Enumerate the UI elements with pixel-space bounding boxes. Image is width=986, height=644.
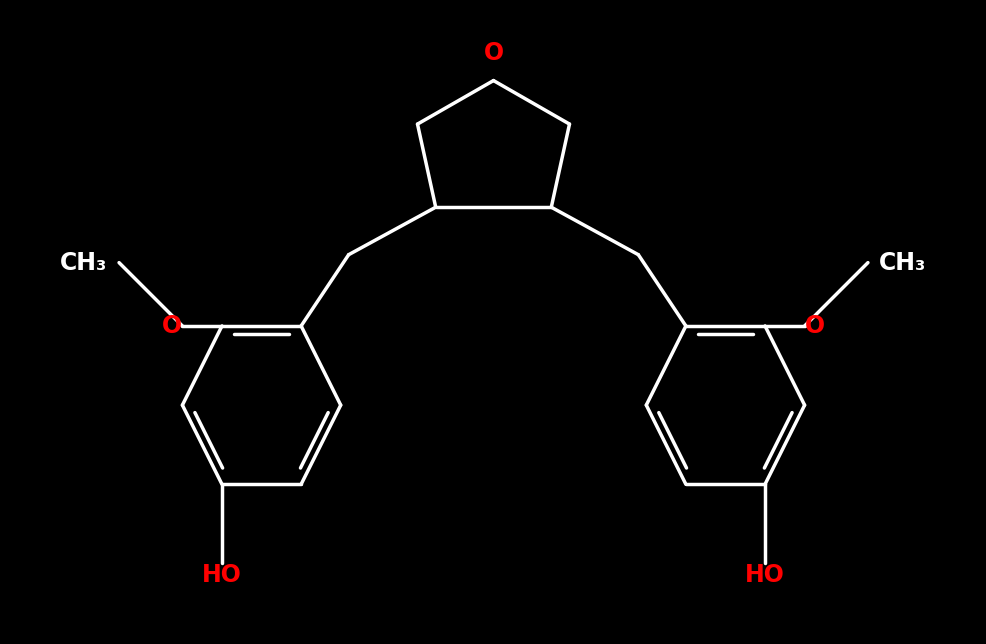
Text: O: O bbox=[804, 314, 824, 338]
Text: HO: HO bbox=[202, 564, 242, 587]
Text: HO: HO bbox=[744, 564, 784, 587]
Text: O: O bbox=[483, 41, 503, 64]
Text: CH₃: CH₃ bbox=[879, 251, 925, 274]
Text: CH₃: CH₃ bbox=[60, 251, 107, 274]
Text: O: O bbox=[162, 314, 182, 338]
